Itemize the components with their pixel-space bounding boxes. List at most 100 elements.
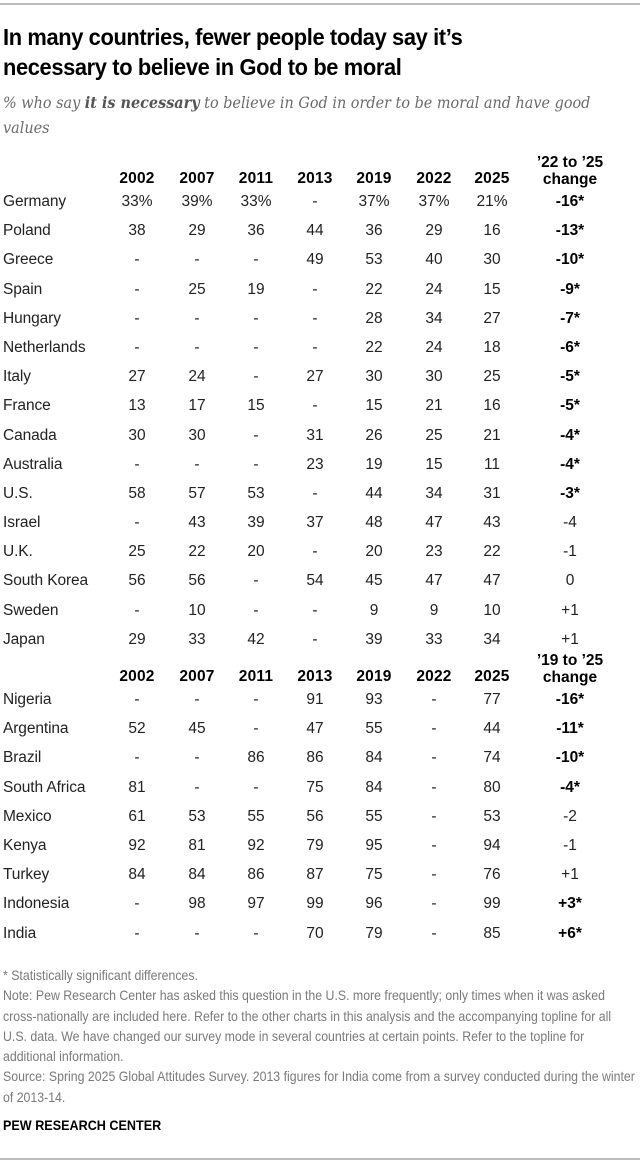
value-cell: 30 [365, 368, 383, 386]
value-cell: - [194, 924, 200, 942]
change-header-label: change [542, 171, 598, 188]
change-cell: -9* [560, 280, 580, 298]
value-cell: 81 [188, 836, 206, 854]
value-cell: 9 [369, 601, 379, 619]
change-cell: -2 [563, 807, 577, 825]
value-cell: - [312, 601, 318, 619]
value-cell: - [134, 601, 140, 619]
table-row: Italy 27 24 - 27 30 30 25 -5* [0, 365, 640, 394]
table-row: Argentina 52 45 - 47 55 - 44 -11* [0, 717, 640, 746]
table-row: Germany 33% 39% 33% - 37% 37% 21% -16* [0, 190, 640, 219]
value-cell: - [194, 749, 200, 767]
value-cell: 37% [358, 193, 390, 210]
value-cell: - [134, 924, 140, 942]
value-cell: 96 [365, 895, 383, 913]
change-cell: -7* [560, 309, 580, 327]
value-cell: - [431, 691, 437, 708]
change-cell: -10* [555, 749, 585, 767]
value-cell: 22 [365, 338, 383, 356]
value-cell: 37 [306, 514, 324, 532]
column-header-year: 2022 [416, 170, 452, 187]
column-header-year: 2013 [297, 170, 333, 187]
top-rule [0, 3, 640, 5]
value-cell: 49 [306, 251, 324, 269]
column-header-year: 2007 [179, 170, 215, 187]
value-cell: - [431, 866, 437, 884]
country-label: Italy [3, 368, 31, 386]
column-header-year: 2022 [416, 668, 452, 685]
value-cell: 30 [425, 368, 443, 386]
value-cell: - [134, 691, 140, 708]
value-cell: 29 [425, 222, 443, 240]
change-cell: -16* [555, 691, 585, 708]
country-label: France [3, 397, 51, 415]
value-cell: 25 [425, 426, 443, 444]
value-cell: 33 [188, 630, 206, 648]
value-cell: 21 [425, 397, 443, 415]
country-label: Japan [3, 630, 45, 648]
subtitle-suffix: to believe in God in order to be moral a… [3, 93, 591, 137]
column-header-change: ’19 to ’25 change [532, 652, 608, 686]
value-cell: 86 [247, 866, 265, 884]
value-cell: 22 [483, 543, 501, 561]
value-cell: 33% [240, 193, 272, 210]
value-cell: - [431, 807, 437, 825]
value-cell: 55 [247, 807, 265, 825]
value-cell: 81 [128, 778, 146, 796]
value-cell: 16 [483, 397, 501, 415]
column-header-year: 2025 [474, 170, 510, 187]
country-label: Indonesia [3, 895, 70, 913]
country-label: Germany [3, 193, 67, 210]
change-cell: +3* [558, 895, 582, 913]
table-row: Hungary - - - - 28 34 27 -7* [0, 307, 640, 336]
table-row: Turkey 84 84 86 87 75 - 76 +1 [0, 863, 640, 892]
value-cell: 27 [306, 368, 324, 386]
table-row: U.K. 25 22 20 - 20 23 22 -1 [0, 540, 640, 569]
value-cell: 42 [247, 630, 265, 648]
value-cell: 15 [483, 280, 501, 298]
value-cell: 92 [128, 836, 146, 854]
value-cell: 47 [425, 514, 443, 532]
value-cell: 36 [365, 222, 383, 240]
value-cell: - [253, 309, 259, 327]
value-cell: 45 [365, 572, 383, 590]
value-cell: - [253, 338, 259, 356]
change-header-label: change [542, 669, 598, 686]
country-label: Canada [3, 426, 57, 444]
table-section-2: 2002 2007 2011 2013 2019 2022 2025 ’19 to ’25 ch… [0, 648, 640, 951]
country-label: Argentina [3, 720, 69, 738]
value-cell: 25 [188, 280, 206, 298]
value-cell: 47 [306, 720, 324, 738]
table-row: U.S. 58 57 53 - 44 34 31 -3* [0, 482, 640, 511]
value-cell: - [253, 455, 259, 473]
change-cell: -4 [563, 514, 577, 532]
value-cell: - [253, 778, 259, 796]
value-cell: - [194, 778, 200, 796]
value-cell: 55 [365, 807, 383, 825]
value-cell: 44 [365, 484, 383, 502]
country-label: U.K. [3, 543, 33, 561]
change-cell: -1 [563, 836, 577, 854]
change-cell: -11* [556, 720, 584, 738]
table-header: 2002 2007 2011 2013 2019 2022 2025 ’22 to ’25 ch… [0, 150, 640, 190]
value-cell: 91 [306, 691, 324, 708]
value-cell: - [312, 630, 318, 648]
change-cell: +1 [561, 601, 579, 619]
value-cell: 24 [425, 280, 443, 298]
value-cell: 52 [128, 720, 146, 738]
table-row: Indonesia - 98 97 99 96 - 99 +3* [0, 892, 640, 921]
country-label: Greece [3, 251, 54, 269]
table-header: 2002 2007 2011 2013 2019 2022 2025 ’19 to ’25 ch… [0, 648, 640, 688]
change-cell: +1 [561, 630, 579, 648]
value-cell: 58 [128, 484, 146, 502]
value-cell: - [134, 309, 140, 327]
table-row: Israel - 43 39 37 48 47 43 -4 [0, 511, 640, 540]
country-label: India [3, 924, 37, 942]
country-label: South Korea [3, 572, 89, 590]
source-note: Source: Spring 2025 Global Attitudes Sur… [3, 1068, 635, 1105]
value-cell: 84 [365, 749, 383, 767]
value-cell: 47 [483, 572, 501, 590]
value-cell: 56 [128, 572, 146, 590]
table-row: Nigeria - - - 91 93 - 77 -16* [0, 688, 640, 717]
change-cell: -4* [560, 426, 580, 444]
